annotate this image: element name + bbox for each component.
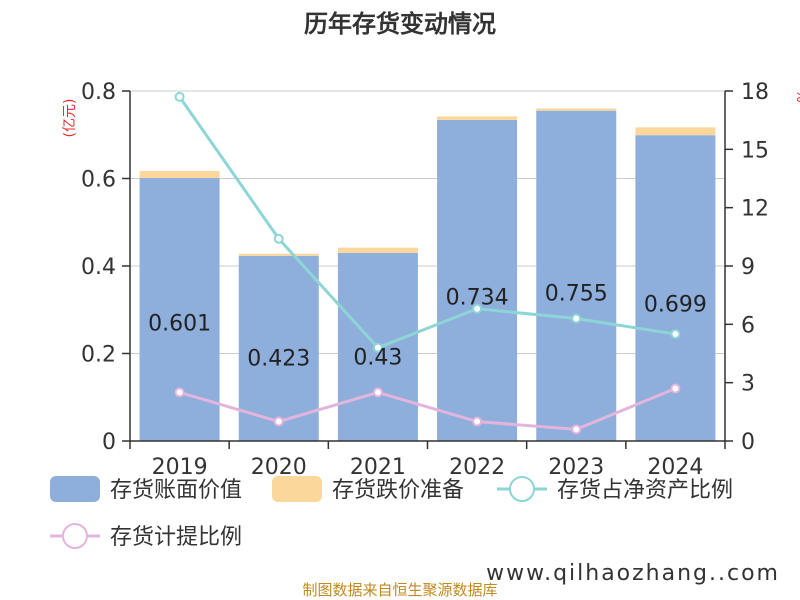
bar-2024-book-value xyxy=(635,135,716,441)
left-axis-tick-label: 0.6 xyxy=(81,168,116,193)
right-axis-tick-label: 9 xyxy=(741,255,755,280)
bar-value-label-2021: 0.43 xyxy=(353,345,402,370)
bars xyxy=(139,108,716,441)
bar-2023-impairment xyxy=(536,108,617,111)
legend-label-4: 存货计提比例 xyxy=(110,525,242,550)
line-series-1 xyxy=(178,95,676,350)
x-axis-label-2022: 2022 xyxy=(449,455,505,480)
bar-value-label-2019: 0.601 xyxy=(148,312,211,337)
line-point-2024 xyxy=(670,383,681,394)
lines xyxy=(174,91,681,435)
bar-2019-impairment xyxy=(139,171,220,179)
grid xyxy=(130,90,725,354)
legend-swatch-2 xyxy=(272,476,322,502)
x-axis-label-2021: 2021 xyxy=(350,455,406,480)
bar-2021-impairment xyxy=(337,247,418,253)
left-axis-tick-label: 0.8 xyxy=(81,80,116,105)
line-point-2021 xyxy=(372,387,383,398)
bar-value-label-2022: 0.734 xyxy=(446,285,509,310)
right-axis-tick-label: 0 xyxy=(741,430,755,455)
right-axis-tick-label: 6 xyxy=(741,313,755,338)
line-series-2 xyxy=(179,387,676,431)
legend-marker-4 xyxy=(62,523,88,549)
bar-value-label-2023: 0.755 xyxy=(545,281,608,306)
line-point-2022 xyxy=(472,303,483,314)
legend-label-1: 存货账面价值 xyxy=(110,478,242,503)
right-axis-tick-label: 12 xyxy=(741,197,769,222)
left-axis-tick-label: 0.2 xyxy=(81,343,116,368)
bar-2020-impairment xyxy=(238,253,319,256)
bar-value-label-2020: 0.423 xyxy=(247,347,310,372)
right-axis-tick-label: 3 xyxy=(741,372,755,397)
bar-2022-book-value xyxy=(437,119,518,441)
axes: 0 0.2 0.4 0.6 0.8 0 3 6 9 12 15 18 2019 2020 2021 2022 2… xyxy=(81,80,769,480)
x-axis-label-2020: 2020 xyxy=(251,455,307,480)
legend-marker-3 xyxy=(509,476,535,502)
line-point-2019 xyxy=(174,387,185,398)
right-axis-tick-label: 15 xyxy=(741,138,769,163)
bar-2023-book-value xyxy=(536,110,617,441)
x-axis-label-2024: 2024 xyxy=(647,455,703,480)
bar-2020-book-value xyxy=(238,255,319,441)
line-point-2021 xyxy=(372,342,383,353)
chart-title: 历年存货变动情况 xyxy=(304,10,496,38)
bar-value-label-2024: 0.699 xyxy=(644,292,707,317)
right-axis-tick-label: 18 xyxy=(741,80,769,105)
bar-2024-impairment xyxy=(635,127,716,136)
left-axis-tick-label: 0.4 xyxy=(81,255,116,280)
line-point-2020 xyxy=(273,233,284,244)
line-point-2024 xyxy=(670,329,681,340)
line-point-2023 xyxy=(571,424,582,435)
legend-swatch-1 xyxy=(50,476,100,502)
line-point-2022 xyxy=(472,416,483,427)
left-axis-tick-label: 0 xyxy=(102,430,116,455)
line-point-2019 xyxy=(174,91,185,102)
footer-source: 制图数据来自恒生聚源数据库 xyxy=(302,581,497,599)
line-point-2020 xyxy=(273,416,284,427)
legend-label-3: 存货占净资产比例 xyxy=(557,478,733,503)
line-point-2023 xyxy=(571,313,582,324)
watermark: www.qilhaozhang..com xyxy=(486,561,780,586)
left-axis-unit: (亿元) xyxy=(62,99,78,138)
right-axis-unit: % xyxy=(793,89,800,102)
x-axis-label-2023: 2023 xyxy=(548,455,604,480)
bar-2022-impairment xyxy=(437,116,518,120)
legend-label-2: 存货跌价准备 xyxy=(332,478,464,503)
x-axis-label-2019: 2019 xyxy=(152,455,208,480)
data-labels: 0.601 0.423 0.43 0.734 0.755 0.699 xyxy=(148,281,707,371)
